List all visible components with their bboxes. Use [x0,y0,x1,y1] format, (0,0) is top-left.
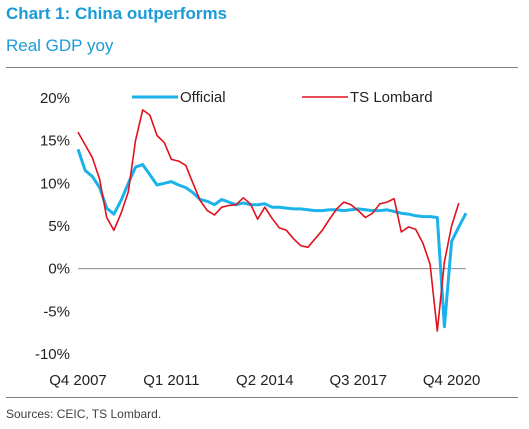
chart-title: Chart 1: China outperforms [6,4,228,23]
x-axis-labels: Q4 2007 Q1 2011 Q2 2014 Q3 2017 Q4 2020 [49,372,480,389]
y-axis-labels: 20% 15% 10% 5% 0% -5% -10% [35,90,70,363]
legend-label: TS Lombard [350,89,433,106]
x-tick-label: Q1 2011 [143,372,199,389]
series-line-official [76,148,468,329]
x-tick-label: Q2 2014 [236,372,294,389]
bottom-divider [6,397,518,398]
y-tick-label: 10% [40,175,70,192]
y-tick-label: -5% [43,303,70,320]
y-tick-label: 0% [48,261,70,278]
x-tick-label: Q3 2017 [329,372,387,389]
legend-label: Official [180,89,226,106]
source-note: Sources: CEIC, TS Lombard. [6,407,162,421]
y-tick-label: 5% [48,218,70,235]
series-lines [76,109,468,332]
y-tick-label: -10% [35,346,70,363]
x-tick-label: Q4 2020 [423,372,481,389]
y-tick-label: 15% [40,133,70,150]
chart-subtitle: Real GDP yoy [6,36,114,55]
x-tick-label: Q4 2007 [49,372,107,389]
series-line-ts-lombard [77,109,460,332]
y-tick-label: 20% [40,90,70,107]
top-divider [6,67,518,68]
legend: Official TS Lombard [132,89,433,106]
line-chart: 20% 15% 10% 5% 0% -5% -10% Q4 2007 Q1 2011 Q2 20… [35,89,480,389]
